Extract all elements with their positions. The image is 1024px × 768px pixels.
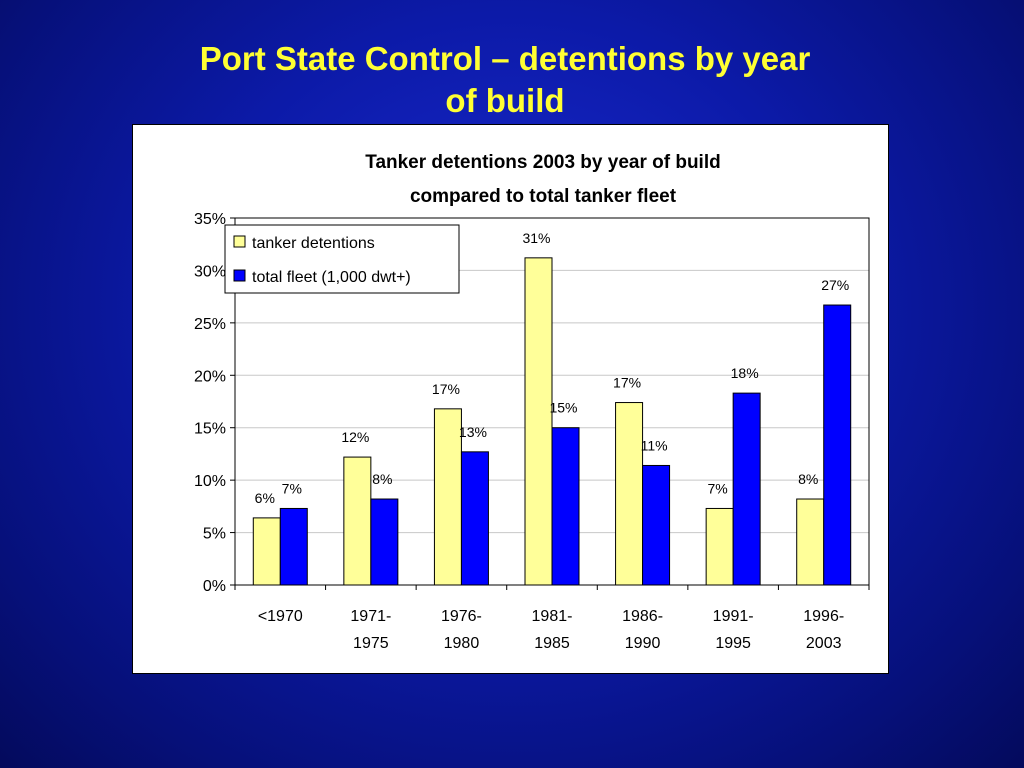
legend-box <box>224 224 460 294</box>
chart-panel: Tanker detentions 2003 by year of build c… <box>132 124 889 674</box>
bar-tanker-detentions <box>433 408 462 586</box>
x-tick-label: 1985 <box>534 635 570 652</box>
bar-tanker-detentions <box>524 257 553 586</box>
bar-total-fleet <box>732 392 761 586</box>
bar-total-fleet <box>279 507 308 586</box>
x-tick-label: 1986- <box>622 608 663 625</box>
data-label: 7% <box>282 480 302 496</box>
x-tick-label: 1980 <box>444 635 480 652</box>
data-label: 12% <box>341 429 369 445</box>
legend-swatch-total-fleet <box>233 269 246 282</box>
bar-total-fleet <box>551 427 580 586</box>
y-tick-label: 0% <box>203 578 226 595</box>
data-label: 17% <box>432 381 460 397</box>
y-tick-label: 5% <box>203 526 226 543</box>
bar-tanker-detentions <box>252 517 281 586</box>
y-tick-label: 15% <box>194 421 226 438</box>
legend-label: tanker detentions <box>252 235 375 252</box>
chart-title-line: Tanker detentions 2003 by year of build <box>365 152 720 173</box>
bar-total-fleet <box>370 498 399 586</box>
slide-title-line-1: Port State Control – detentions by year <box>199 40 811 77</box>
legend-label: total fleet (1,000 dwt+) <box>252 269 411 286</box>
x-tick-label: 1996- <box>803 608 844 625</box>
x-tick-label: 2003 <box>806 635 842 652</box>
x-tick-label: <1970 <box>258 608 303 625</box>
data-label: 11% <box>641 437 668 453</box>
chart-title-line: compared to total tanker fleet <box>410 186 677 207</box>
y-tick-label: 30% <box>194 263 226 280</box>
bar-tanker-detentions <box>615 402 644 586</box>
bar-tanker-detentions <box>343 456 372 586</box>
data-label: 8% <box>372 471 392 487</box>
x-tick-label: 1975 <box>353 635 389 652</box>
data-label: 31% <box>522 230 550 246</box>
data-label: 6% <box>255 490 275 506</box>
y-tick-label: 25% <box>194 316 226 333</box>
slide-title: Port State Control – detentions by year … <box>60 38 950 122</box>
x-tick-label: 1990 <box>625 635 661 652</box>
bar-tanker-detentions <box>705 507 734 586</box>
bar-tanker-detentions <box>796 498 825 586</box>
data-label: 18% <box>731 365 759 381</box>
x-tick-label: 1976- <box>441 608 482 625</box>
data-label: 7% <box>708 480 728 496</box>
bar-total-fleet <box>823 304 852 586</box>
y-tick-label: 35% <box>194 211 226 228</box>
bar-total-fleet <box>642 464 671 586</box>
slide-title-line-2: of build <box>445 82 565 119</box>
data-label: 17% <box>613 375 641 391</box>
x-tick-label: 1981- <box>532 608 573 625</box>
x-tick-label: 1991- <box>713 608 754 625</box>
bar-chart: Tanker detentions 2003 by year of build c… <box>194 152 870 652</box>
data-label: 8% <box>798 471 818 487</box>
data-label: 27% <box>821 277 849 293</box>
data-label: 15% <box>549 400 577 416</box>
x-tick-label: 1971- <box>350 608 391 625</box>
plot-area-border <box>234 217 870 586</box>
y-tick-label: 20% <box>194 368 226 385</box>
bar-total-fleet <box>460 451 489 586</box>
data-label: 13% <box>459 424 487 440</box>
y-tick-label: 10% <box>194 473 226 490</box>
legend-swatch-tanker-detentions <box>233 235 246 248</box>
x-tick-label: 1995 <box>715 635 751 652</box>
